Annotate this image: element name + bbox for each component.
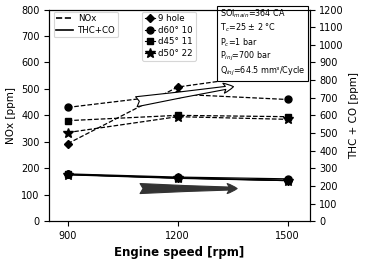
Text: SOI$_{main}$=364 CA
T$_c$=25 ± 2 °C
P$_c$=1 bar
P$_{inj}$=700 bar
Q$_{inj}$=64.5: SOI$_{main}$=364 CA T$_c$=25 ± 2 °C P$_c… — [220, 7, 305, 78]
Legend: 9 hole, d60° 10, d45° 11, d50° 22: 9 hole, d60° 10, d45° 11, d50° 22 — [142, 12, 196, 61]
Y-axis label: THC + CO [ppm]: THC + CO [ppm] — [349, 72, 360, 159]
X-axis label: Engine speed [rpm]: Engine speed [rpm] — [114, 246, 245, 259]
Y-axis label: NOx [ppm]: NOx [ppm] — [5, 87, 16, 144]
